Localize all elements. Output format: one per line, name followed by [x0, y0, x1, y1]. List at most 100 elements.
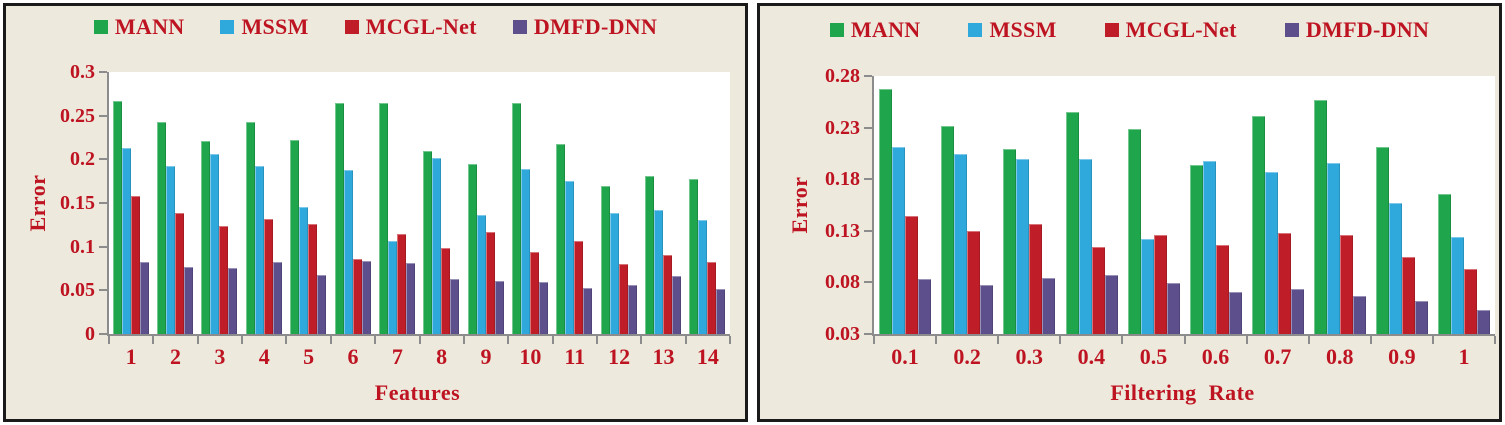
bar-dmfd-dnn-2 [184, 267, 193, 334]
legend-item-mssm: MSSM [220, 16, 308, 38]
bar-mcgl-net-0.9 [1402, 257, 1415, 334]
bar-mann-1 [1438, 194, 1451, 334]
bar-mssm-12 [610, 213, 619, 334]
legend-swatch-icon [93, 20, 108, 34]
legend-label: MSSM [241, 14, 309, 39]
x-tick-label: 5 [303, 344, 315, 369]
x-axis-title: Filtering Rate [1110, 380, 1255, 405]
legend-item-mcgl-net: MCGL-Net [1104, 17, 1237, 42]
bar-mssm-0.4 [1079, 159, 1092, 334]
bar-mcgl-net-0.4 [1092, 247, 1105, 334]
plot-area: 0 0.05 0.1 0.15 0.2 0.25 0.3 1 2 3 4 5 6 7 8 9 10 11 12 13 1… [60, 62, 731, 368]
bar-mann-5 [290, 140, 299, 334]
legend-label: MCGL-Net [1125, 17, 1237, 42]
bar-mcgl-net-5 [308, 224, 317, 334]
x-tick-label: 0.9 [1388, 344, 1416, 369]
x-tick-label: 0.3 [1015, 344, 1044, 369]
x-tick-label: 0.2 [953, 344, 981, 369]
x-tick-label: 10 [519, 344, 542, 369]
y-tick-label: 0.25 [60, 104, 95, 127]
bar-dmfd-dnn-12 [628, 285, 637, 334]
x-axis-tick [374, 336, 376, 344]
y-axis-title: Error [25, 174, 50, 232]
x-tick-label: 4 [258, 344, 270, 369]
bar-mann-6 [335, 103, 344, 334]
bar-mcgl-net-7 [397, 234, 406, 334]
x-axis-tick [285, 336, 287, 344]
bar-mann-11 [556, 144, 565, 334]
bar-mssm-11 [565, 181, 574, 334]
y-axis-tick [99, 202, 107, 204]
legend-swatch-icon [968, 23, 983, 37]
bar-mann-2 [157, 122, 166, 334]
legend-label: DMFD-DNN [533, 14, 658, 39]
bar-mcgl-net-0.5 [1154, 235, 1167, 334]
bar-mann-9 [468, 164, 477, 334]
bar-mssm-5 [299, 207, 308, 334]
x-tick-label: 6 [347, 344, 359, 369]
bar-mssm-8 [432, 158, 441, 334]
bar-mssm-0.1 [892, 147, 905, 334]
bar-mssm-4 [255, 166, 264, 334]
y-tick-label: 0.3 [70, 61, 95, 83]
y-axis-tick [864, 229, 872, 232]
x-tick-label: 12 [608, 344, 631, 369]
bar-mssm-10 [521, 169, 530, 334]
bar-dmfd-dnn-0.8 [1353, 296, 1366, 334]
y-axis-tick [99, 333, 107, 335]
bar-mssm-0.9 [1389, 203, 1402, 334]
bar-dmfd-dnn-9 [495, 281, 504, 334]
bar-mann-0.2 [941, 126, 954, 334]
legend-item-mssm: MSSM [968, 19, 1056, 41]
bar-dmfd-dnn-14 [716, 289, 725, 334]
x-axis-title: Features [374, 380, 461, 405]
x-tick-label: 8 [436, 344, 448, 369]
x-tick-label: 0.8 [1326, 344, 1354, 369]
filtering-rate-error-panel: MANN MSSM MCGL-Net DMFD-DNN Error 0.03 0.08 0… [757, 3, 1502, 422]
y-tick-label: 0.08 [825, 271, 860, 294]
bar-mcgl-net-2 [175, 213, 184, 334]
bar-dmfd-dnn-8 [450, 279, 459, 334]
bar-dmfd-dnn-0.1 [918, 279, 931, 334]
bar-mssm-0.7 [1265, 172, 1278, 334]
x-axis-tick [1308, 336, 1310, 344]
bar-mann-3 [201, 141, 210, 334]
bar-mssm-0.8 [1327, 163, 1340, 334]
bar-dmfd-dnn-0.6 [1229, 292, 1242, 334]
x-tick-label: 1 [1458, 344, 1470, 369]
legend: MANN MSSM MCGL-Net DMFD-DNN [760, 19, 1499, 41]
features-error-panel: MANN MSSM MCGL-Net DMFD-DNN Error 0 0.05 0.1 0… [3, 3, 748, 422]
bar-dmfd-dnn-1 [140, 262, 149, 334]
bar-mcgl-net-6 [353, 259, 362, 334]
bar-dmfd-dnn-1 [1477, 310, 1490, 334]
legend-label: MSSM [989, 17, 1057, 42]
legend-label: MANN [114, 14, 185, 39]
bar-dmfd-dnn-0.4 [1105, 275, 1118, 334]
bar-mcgl-net-1 [131, 196, 140, 334]
legend: MANN MSSM MCGL-Net DMFD-DNN [6, 16, 745, 38]
legend-swatch-icon [512, 20, 527, 34]
bar-dmfd-dnn-4 [273, 262, 282, 334]
bar-mann-0.8 [1314, 100, 1327, 334]
bar-dmfd-dnn-0.3 [1042, 278, 1055, 334]
bar-mcgl-net-0.6 [1216, 245, 1229, 334]
y-tick-label: 0.1 [70, 235, 95, 258]
bar-dmfd-dnn-0.9 [1415, 301, 1428, 334]
x-tick-label: 9 [480, 344, 492, 369]
y-tick-label: 0.03 [825, 323, 860, 345]
x-axis-tick [729, 336, 731, 344]
x-axis-tick [1370, 336, 1372, 344]
x-axis-tick [596, 336, 598, 344]
bar-mcgl-net-13 [663, 255, 672, 334]
bar-mcgl-net-10 [530, 252, 539, 334]
x-axis-tick [108, 336, 110, 344]
bar-mssm-7 [388, 241, 397, 334]
bar-mcgl-net-4 [264, 219, 273, 334]
x-tick-label: 0.6 [1201, 344, 1230, 369]
bar-mann-0.7 [1252, 116, 1265, 334]
y-tick-label: 0.15 [60, 192, 95, 214]
y-axis-title: Error [787, 176, 812, 234]
bar-mcgl-net-0.7 [1278, 233, 1291, 334]
bar-mann-0.5 [1128, 129, 1141, 334]
x-axis-tick [197, 336, 199, 344]
